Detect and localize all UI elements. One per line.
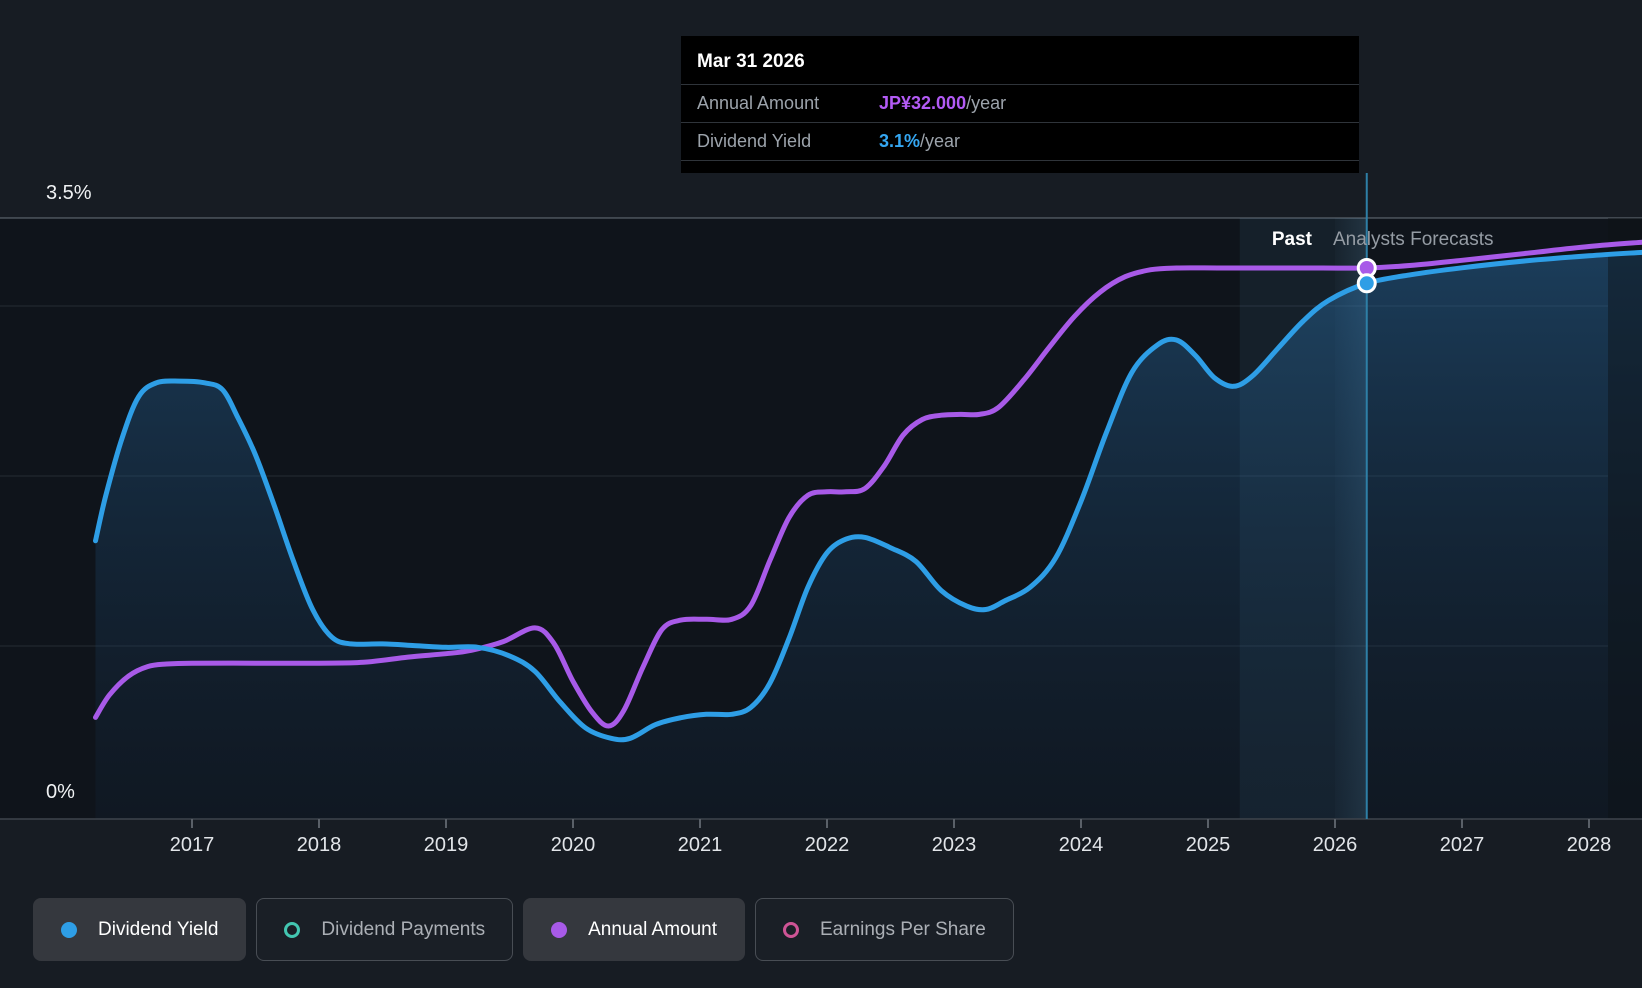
x-tick-label: 2027 bbox=[1440, 834, 1485, 856]
x-tick-label: 2018 bbox=[297, 834, 342, 856]
x-tick-label: 2023 bbox=[932, 834, 977, 856]
right-margin-dim bbox=[1608, 218, 1642, 819]
tooltip-row-value: 3.1% bbox=[879, 131, 921, 151]
dividend-yield-area bbox=[95, 252, 1642, 819]
tooltip-row-value: JP¥32.000 bbox=[879, 93, 967, 113]
legend-item-dividend-yield[interactable]: Dividend Yield bbox=[33, 898, 247, 961]
x-tick-label: 2022 bbox=[805, 834, 850, 856]
dividend-yield-hover-dot bbox=[1356, 273, 1377, 294]
x-tick-label: 2020 bbox=[551, 834, 596, 856]
legend-item-label: Earnings Per Share bbox=[820, 918, 986, 940]
y-axis-min-label: 0% bbox=[46, 781, 75, 803]
x-tick-label: 2025 bbox=[1186, 834, 1231, 856]
legend-item-label: Annual Amount bbox=[588, 918, 717, 940]
x-axis-ticks: 2017 2018 2019 2020 2021 2022 2023 2024 2025 2026… bbox=[170, 819, 1612, 856]
past-region-label: Past bbox=[1271, 229, 1312, 250]
forecast-region-label: Analysts Forecasts bbox=[1333, 229, 1494, 250]
legend-item-label: Dividend Payments bbox=[321, 918, 486, 940]
chart-tooltip: Mar 31 2026 Annual Amount JP¥32.000/year D… bbox=[681, 36, 1359, 173]
dividend-yield-line bbox=[93, 249, 1642, 743]
x-tick-label: 2024 bbox=[1059, 834, 1104, 856]
x-tick-label: 2021 bbox=[678, 834, 723, 856]
legend-item-annual-amount[interactable]: Annual Amount bbox=[523, 898, 745, 961]
tooltip-row: Annual Amount JP¥32.000/year bbox=[681, 85, 1359, 123]
outline-circle-icon bbox=[783, 921, 799, 938]
annual-amount-line bbox=[93, 239, 1642, 729]
y-axis-max-label: 3.5% bbox=[46, 182, 92, 204]
tooltip-row: Dividend Yield 3.1%/year bbox=[681, 123, 1359, 161]
filled-circle-icon bbox=[61, 921, 77, 938]
x-tick-label: 2017 bbox=[170, 834, 215, 856]
tooltip-row-label: Annual Amount bbox=[697, 93, 820, 113]
x-tick-label: 2019 bbox=[424, 834, 469, 856]
tooltip-row-label: Dividend Yield bbox=[697, 131, 812, 151]
x-tick-label: 2028 bbox=[1567, 834, 1612, 856]
tooltip-row-suffix: /year bbox=[966, 93, 1007, 113]
legend-item-dividend-payments[interactable]: Dividend Payments bbox=[256, 898, 514, 961]
tooltip-row-suffix: /year bbox=[920, 131, 961, 151]
outline-circle-icon bbox=[284, 921, 301, 938]
legend-item-label: Dividend Yield bbox=[98, 918, 219, 940]
tooltip-date: Mar 31 2026 bbox=[681, 36, 1359, 85]
filled-circle-icon bbox=[551, 921, 568, 938]
x-tick-label: 2026 bbox=[1313, 834, 1358, 856]
chart-legend: Dividend Yield Dividend Payments Annual Am… bbox=[33, 898, 1014, 961]
legend-item-earnings-per-share[interactable]: Earnings Per Share bbox=[755, 898, 1014, 961]
